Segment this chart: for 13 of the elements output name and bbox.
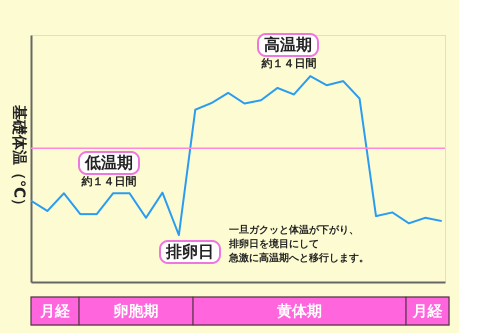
annotation: 一旦ガクッと体温が下がり、 (229, 224, 359, 236)
text: 月経 (39, 302, 71, 320)
text: 月経 (412, 302, 444, 320)
text: 約１４日間 (260, 57, 316, 70)
annotation: 排卵日を境目にして (228, 238, 319, 250)
text: 高温期 (264, 35, 312, 54)
text: 卵胞期 (112, 302, 158, 320)
y-axis-title: 基礎体温（℃） (10, 104, 28, 214)
annotation: 急激に高温期へと移行します。 (228, 252, 369, 264)
annotation: 低温期 (84, 153, 133, 172)
annotation: 排卵日 (165, 242, 214, 261)
text: 黄体期 (276, 302, 322, 320)
annotation: 約１４日間 (80, 175, 136, 188)
